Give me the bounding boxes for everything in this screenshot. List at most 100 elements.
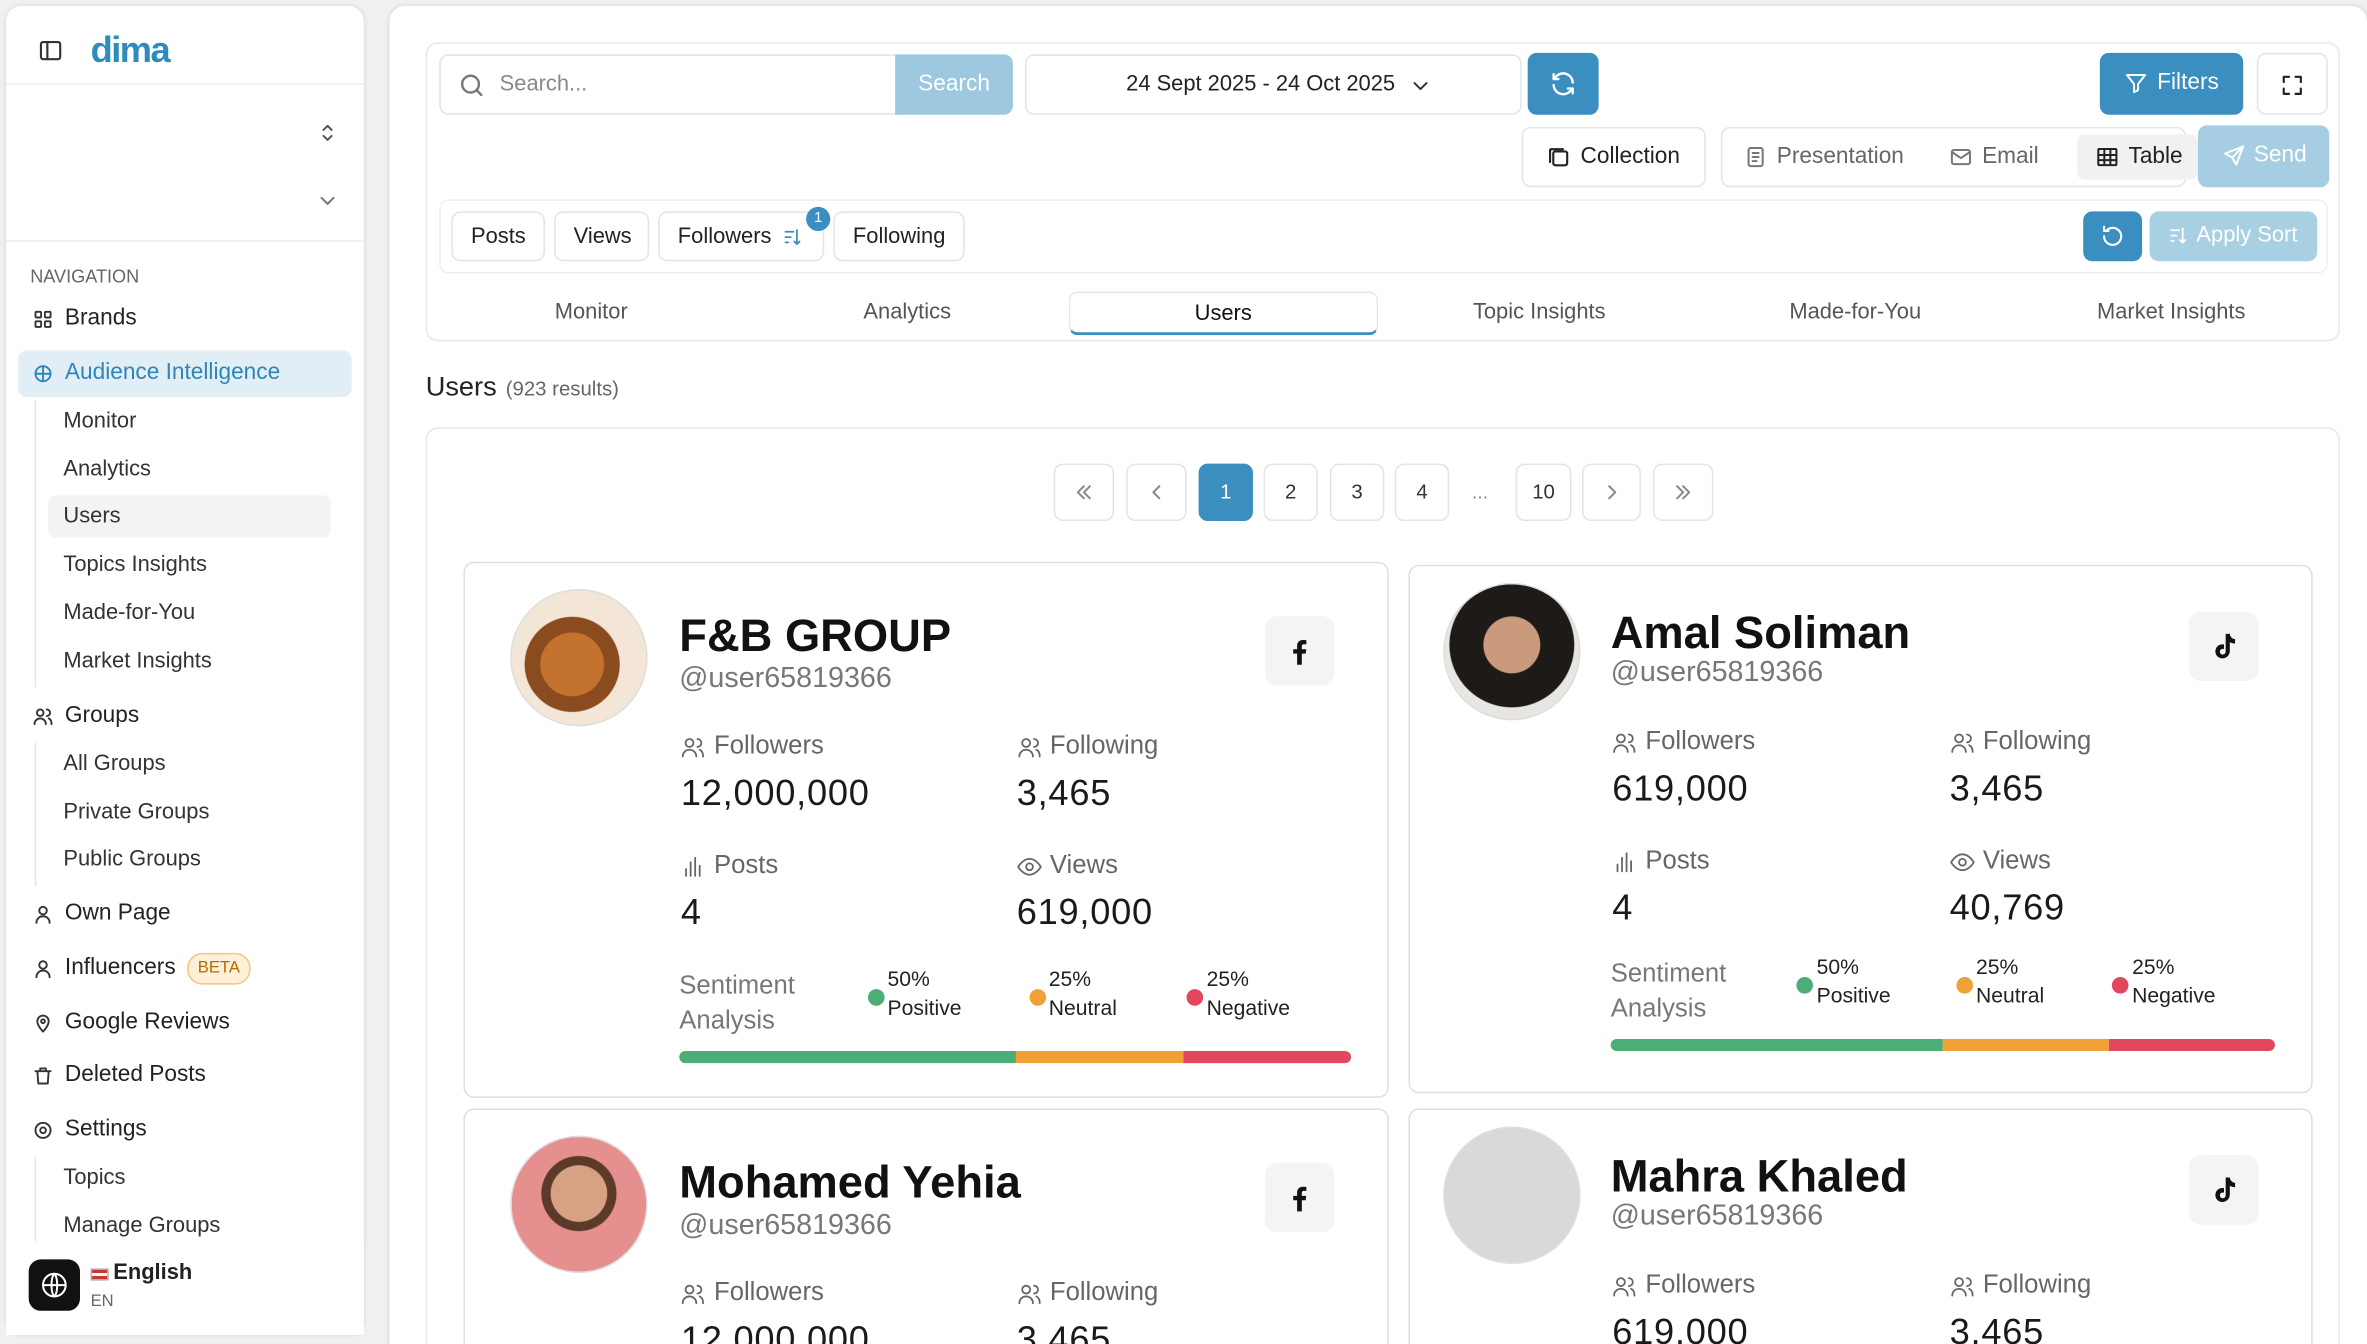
- view-icon: [1747, 146, 1764, 168]
- view-option[interactable]: Table: [2077, 134, 2198, 180]
- user-card[interactable]: F&B GROUP @user65819366 Followers 12,000,00…: [463, 561, 1389, 1098]
- sort-chip[interactable]: Following: [833, 211, 965, 262]
- sentiment-percent: 25%: [1206, 966, 1249, 991]
- avatar: [1443, 582, 1581, 721]
- stat-label: Following: [1049, 730, 1159, 760]
- reset-sort-button[interactable]: [2083, 211, 2143, 262]
- platform-button[interactable]: [2188, 611, 2259, 682]
- nav-item[interactable]: Brands: [64, 305, 137, 331]
- nav-subitem[interactable]: Public Groups: [63, 847, 201, 872]
- tab[interactable]: Made-for-You: [1700, 291, 2010, 335]
- sort-chip[interactable]: Views: [554, 211, 650, 262]
- user-card[interactable]: Amal Soliman @user65819366 Followers 619,00…: [1408, 564, 2313, 1094]
- sentiment-name: Neutral: [1976, 983, 2045, 1008]
- fullscreen-button[interactable]: [2256, 52, 2328, 115]
- nav-subitem[interactable]: Private Groups: [63, 799, 210, 824]
- nav-subitem[interactable]: All Groups: [63, 751, 166, 776]
- nav-item[interactable]: Influencers: [64, 954, 176, 981]
- nav-item[interactable]: Groups: [64, 701, 140, 728]
- send-button[interactable]: Send: [2197, 125, 2330, 188]
- nav-subitem[interactable]: Users: [63, 504, 121, 529]
- view-option[interactable]: Presentation: [1744, 134, 1943, 179]
- sentiment-bar-segment: [2108, 1038, 2275, 1052]
- date-range[interactable]: 24 Sept 2025 - 24 Oct 2025: [1024, 54, 1522, 115]
- nav-item[interactable]: Google Reviews: [64, 1008, 230, 1034]
- page-arrow: [1152, 485, 1161, 500]
- user-name: Amal Soliman: [1610, 608, 1911, 659]
- nav-subitem[interactable]: Monitor: [63, 408, 137, 433]
- first-page[interactable]: [1053, 463, 1115, 521]
- last-page[interactable]: [1652, 463, 1714, 521]
- icon-shape: [1293, 640, 1307, 665]
- prev-page[interactable]: [1126, 463, 1187, 521]
- platform-button[interactable]: [1265, 616, 1335, 686]
- icon-shape: [1076, 485, 1091, 500]
- stat-value: 4: [680, 892, 702, 934]
- stat-value: 619,000: [1612, 768, 1749, 810]
- tab[interactable]: Monitor: [436, 291, 746, 335]
- nav-subitem[interactable]: Market Insights: [63, 648, 212, 674]
- nav-subitem[interactable]: Made-for-You: [63, 600, 196, 626]
- user-card[interactable]: Mahra Khaled @user65819366 Followers 619,00…: [1408, 1108, 2313, 1344]
- page-button[interactable]: 1: [1198, 463, 1253, 521]
- apply-sort-button[interactable]: Apply Sort: [2149, 211, 2318, 262]
- page-button[interactable]: 2: [1263, 463, 1318, 521]
- tab[interactable]: Users: [1068, 291, 1379, 336]
- nav-item[interactable]: Audience Intelligence: [64, 358, 281, 385]
- nav-tree-line: [34, 742, 37, 887]
- icon-shape: [2125, 73, 2147, 94]
- nav-icon: [34, 364, 52, 382]
- language-icon: [28, 1259, 81, 1311]
- search-input[interactable]: Search...: [439, 54, 897, 115]
- page-arrow: [1607, 485, 1616, 500]
- stat-icon: [1950, 733, 1973, 753]
- collection-button[interactable]: Collection: [1521, 126, 1706, 188]
- icon-shape: [34, 364, 52, 382]
- nav-subitem[interactable]: Analytics: [63, 456, 152, 481]
- sort-chip[interactable]: Followers: [658, 211, 825, 262]
- stat-icon: [1017, 1284, 1040, 1305]
- tab[interactable]: Market Insights: [2016, 291, 2326, 335]
- nav-item[interactable]: Settings: [64, 1116, 147, 1142]
- sort-chip[interactable]: Posts: [451, 211, 545, 262]
- view-option[interactable]: Email: [1949, 134, 2073, 179]
- tab[interactable]: Analytics: [752, 291, 1062, 335]
- sort-chip-label: Views: [573, 225, 632, 250]
- icon-shape: [1152, 485, 1161, 500]
- page-number: 1: [1220, 480, 1232, 503]
- language-switch[interactable]: English EN: [6, 1241, 364, 1335]
- refresh-button[interactable]: [1527, 52, 1599, 115]
- filters-button[interactable]: Filters: [2099, 52, 2244, 115]
- nav-subitem[interactable]: Topics: [63, 1165, 126, 1191]
- icon-shape: [34, 320, 43, 328]
- nav-tree-line: [34, 399, 37, 688]
- page-button[interactable]: 10: [1515, 463, 1572, 521]
- page-button[interactable]: 4: [1394, 463, 1450, 521]
- filter-icon: [2125, 73, 2147, 94]
- icon-shape: [40, 1017, 46, 1024]
- sentiment-bar-segment: [679, 1051, 1016, 1064]
- search-placeholder: Search...: [499, 72, 588, 97]
- icon-shape: [1950, 148, 1971, 166]
- sentiment-name: Neutral: [1048, 995, 1117, 1020]
- icon-shape: [1613, 1287, 1629, 1297]
- nav-icon: [33, 708, 53, 725]
- nav-item[interactable]: Deleted Posts: [64, 1062, 206, 1088]
- nav-subitem[interactable]: Manage Groups: [63, 1213, 221, 1239]
- platform-button[interactable]: [1265, 1162, 1335, 1233]
- sentiment-dot: [2112, 977, 2130, 994]
- next-page[interactable]: [1582, 463, 1641, 521]
- stat-label: Following: [1982, 1269, 2092, 1299]
- page-button[interactable]: 3: [1329, 463, 1385, 521]
- nav-item[interactable]: Own Page: [64, 900, 171, 927]
- search-button[interactable]: Search: [895, 54, 1013, 115]
- nav-subitem[interactable]: Topics Insights: [63, 552, 207, 577]
- sidebar-toggle: [39, 40, 62, 61]
- avatar: [510, 1135, 648, 1274]
- tab[interactable]: Topic Insights: [1384, 291, 1694, 335]
- platform-button[interactable]: [2188, 1155, 2259, 1225]
- language-code: EN: [90, 1292, 114, 1311]
- user-card[interactable]: Mohamed Yehia @user65819366 Followers 12,00…: [463, 1108, 1389, 1344]
- stat-icon: [1613, 1277, 1636, 1297]
- icon-shape: [1017, 748, 1034, 758]
